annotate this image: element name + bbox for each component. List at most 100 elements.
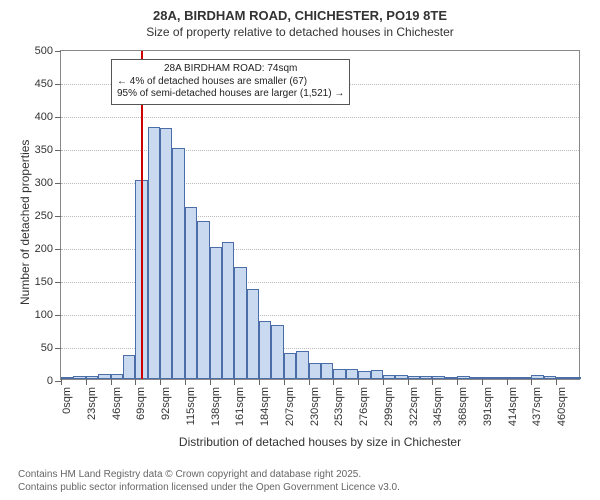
y-tick-label: 250: [35, 210, 53, 222]
footer-attribution: Contains HM Land Registry data © Crown c…: [18, 469, 400, 494]
histogram-bar: [111, 374, 123, 379]
title-block: 28A, BIRDHAM ROAD, CHICHESTER, PO19 8TE …: [0, 8, 600, 39]
x-tick-label: 299sqm: [383, 387, 395, 426]
histogram-bar: [284, 353, 296, 379]
x-tick-label: 0sqm: [61, 387, 73, 414]
plot-area: 0501001502002503003504004505000sqm23sqm4…: [60, 50, 580, 380]
histogram-bar: [222, 242, 234, 379]
histogram-bar: [247, 289, 259, 379]
x-tick: [333, 379, 334, 385]
histogram-bar: [148, 127, 160, 379]
histogram-bar: [470, 377, 482, 379]
y-tick-label: 50: [41, 342, 53, 354]
histogram-bar: [531, 375, 543, 379]
y-tick: [55, 183, 61, 184]
histogram-bar: [494, 377, 506, 379]
histogram-bar: [346, 369, 358, 379]
x-tick: [259, 379, 260, 385]
histogram-bar: [259, 321, 271, 379]
x-tick-label: 253sqm: [333, 387, 345, 426]
histogram-bar: [123, 355, 135, 379]
histogram-bar: [457, 376, 469, 379]
histogram-bar: [172, 148, 184, 379]
x-tick: [556, 379, 557, 385]
x-tick-label: 46sqm: [111, 387, 123, 420]
chart-subtitle: Size of property relative to detached ho…: [0, 25, 600, 39]
y-tick: [55, 282, 61, 283]
grid-line: [61, 117, 579, 118]
x-tick: [185, 379, 186, 385]
y-tick: [55, 216, 61, 217]
x-tick-label: 276sqm: [358, 387, 370, 426]
x-tick-label: 460sqm: [556, 387, 568, 426]
x-tick: [210, 379, 211, 385]
x-tick-label: 345sqm: [432, 387, 444, 426]
x-tick-label: 414sqm: [507, 387, 519, 426]
footer-line-1: Contains HM Land Registry data © Crown c…: [18, 469, 400, 482]
y-tick-label: 500: [35, 45, 53, 57]
y-tick-label: 450: [35, 78, 53, 90]
histogram-bar: [383, 375, 395, 379]
annotation-box: 28A BIRDHAM ROAD: 74sqm← 4% of detached …: [111, 59, 350, 105]
x-tick: [234, 379, 235, 385]
x-tick-label: 230sqm: [309, 387, 321, 426]
y-tick-label: 150: [35, 276, 53, 288]
y-tick-label: 0: [47, 375, 53, 387]
histogram-bar: [160, 128, 172, 379]
x-tick-label: 391sqm: [482, 387, 494, 426]
x-tick: [358, 379, 359, 385]
y-tick: [55, 315, 61, 316]
x-tick-label: 437sqm: [531, 387, 543, 426]
annotation-line: ← 4% of detached houses are smaller (67): [117, 76, 344, 89]
x-tick: [61, 379, 62, 385]
x-tick: [309, 379, 310, 385]
y-axis-title: Number of detached properties: [18, 140, 32, 305]
histogram-bar: [73, 376, 85, 379]
x-tick-label: 322sqm: [408, 387, 420, 426]
chart-title: 28A, BIRDHAM ROAD, CHICHESTER, PO19 8TE: [0, 8, 600, 23]
histogram-bar: [445, 377, 457, 379]
x-tick: [408, 379, 409, 385]
x-tick: [86, 379, 87, 385]
histogram-bar: [507, 377, 519, 379]
x-tick: [284, 379, 285, 385]
annotation-line: 28A BIRDHAM ROAD: 74sqm: [117, 63, 344, 76]
histogram-bar: [556, 377, 568, 379]
histogram-bar: [519, 377, 531, 379]
x-tick-label: 115sqm: [185, 387, 197, 425]
histogram-bar: [408, 376, 420, 379]
y-tick-label: 400: [35, 111, 53, 123]
histogram-bar: [61, 377, 73, 379]
histogram-bar: [98, 374, 110, 379]
y-tick-label: 350: [35, 144, 53, 156]
y-tick: [55, 51, 61, 52]
x-tick: [111, 379, 112, 385]
histogram-bar: [210, 247, 222, 379]
x-tick: [160, 379, 161, 385]
histogram-bar: [544, 376, 556, 379]
x-tick: [531, 379, 532, 385]
histogram-bar: [432, 376, 444, 379]
grid-line: [61, 150, 579, 151]
histogram-bar: [296, 351, 308, 379]
histogram-bar: [569, 377, 581, 379]
histogram-bar: [420, 376, 432, 379]
x-tick-label: 138sqm: [210, 387, 222, 426]
x-tick-label: 92sqm: [160, 387, 172, 420]
histogram-bar: [482, 377, 494, 379]
chart-container: 28A, BIRDHAM ROAD, CHICHESTER, PO19 8TE …: [0, 0, 600, 500]
x-tick-label: 368sqm: [457, 387, 469, 426]
y-tick-label: 300: [35, 177, 53, 189]
x-tick-label: 69sqm: [135, 387, 147, 420]
footer-line-2: Contains public sector information licen…: [18, 482, 400, 495]
y-tick-label: 100: [35, 309, 53, 321]
y-tick: [55, 150, 61, 151]
histogram-bar: [197, 221, 209, 379]
x-tick: [135, 379, 136, 385]
x-tick: [482, 379, 483, 385]
annotation-line: 95% of semi-detached houses are larger (…: [117, 88, 344, 101]
x-tick-label: 184sqm: [259, 387, 271, 426]
y-tick: [55, 84, 61, 85]
histogram-bar: [321, 363, 333, 380]
x-tick: [507, 379, 508, 385]
